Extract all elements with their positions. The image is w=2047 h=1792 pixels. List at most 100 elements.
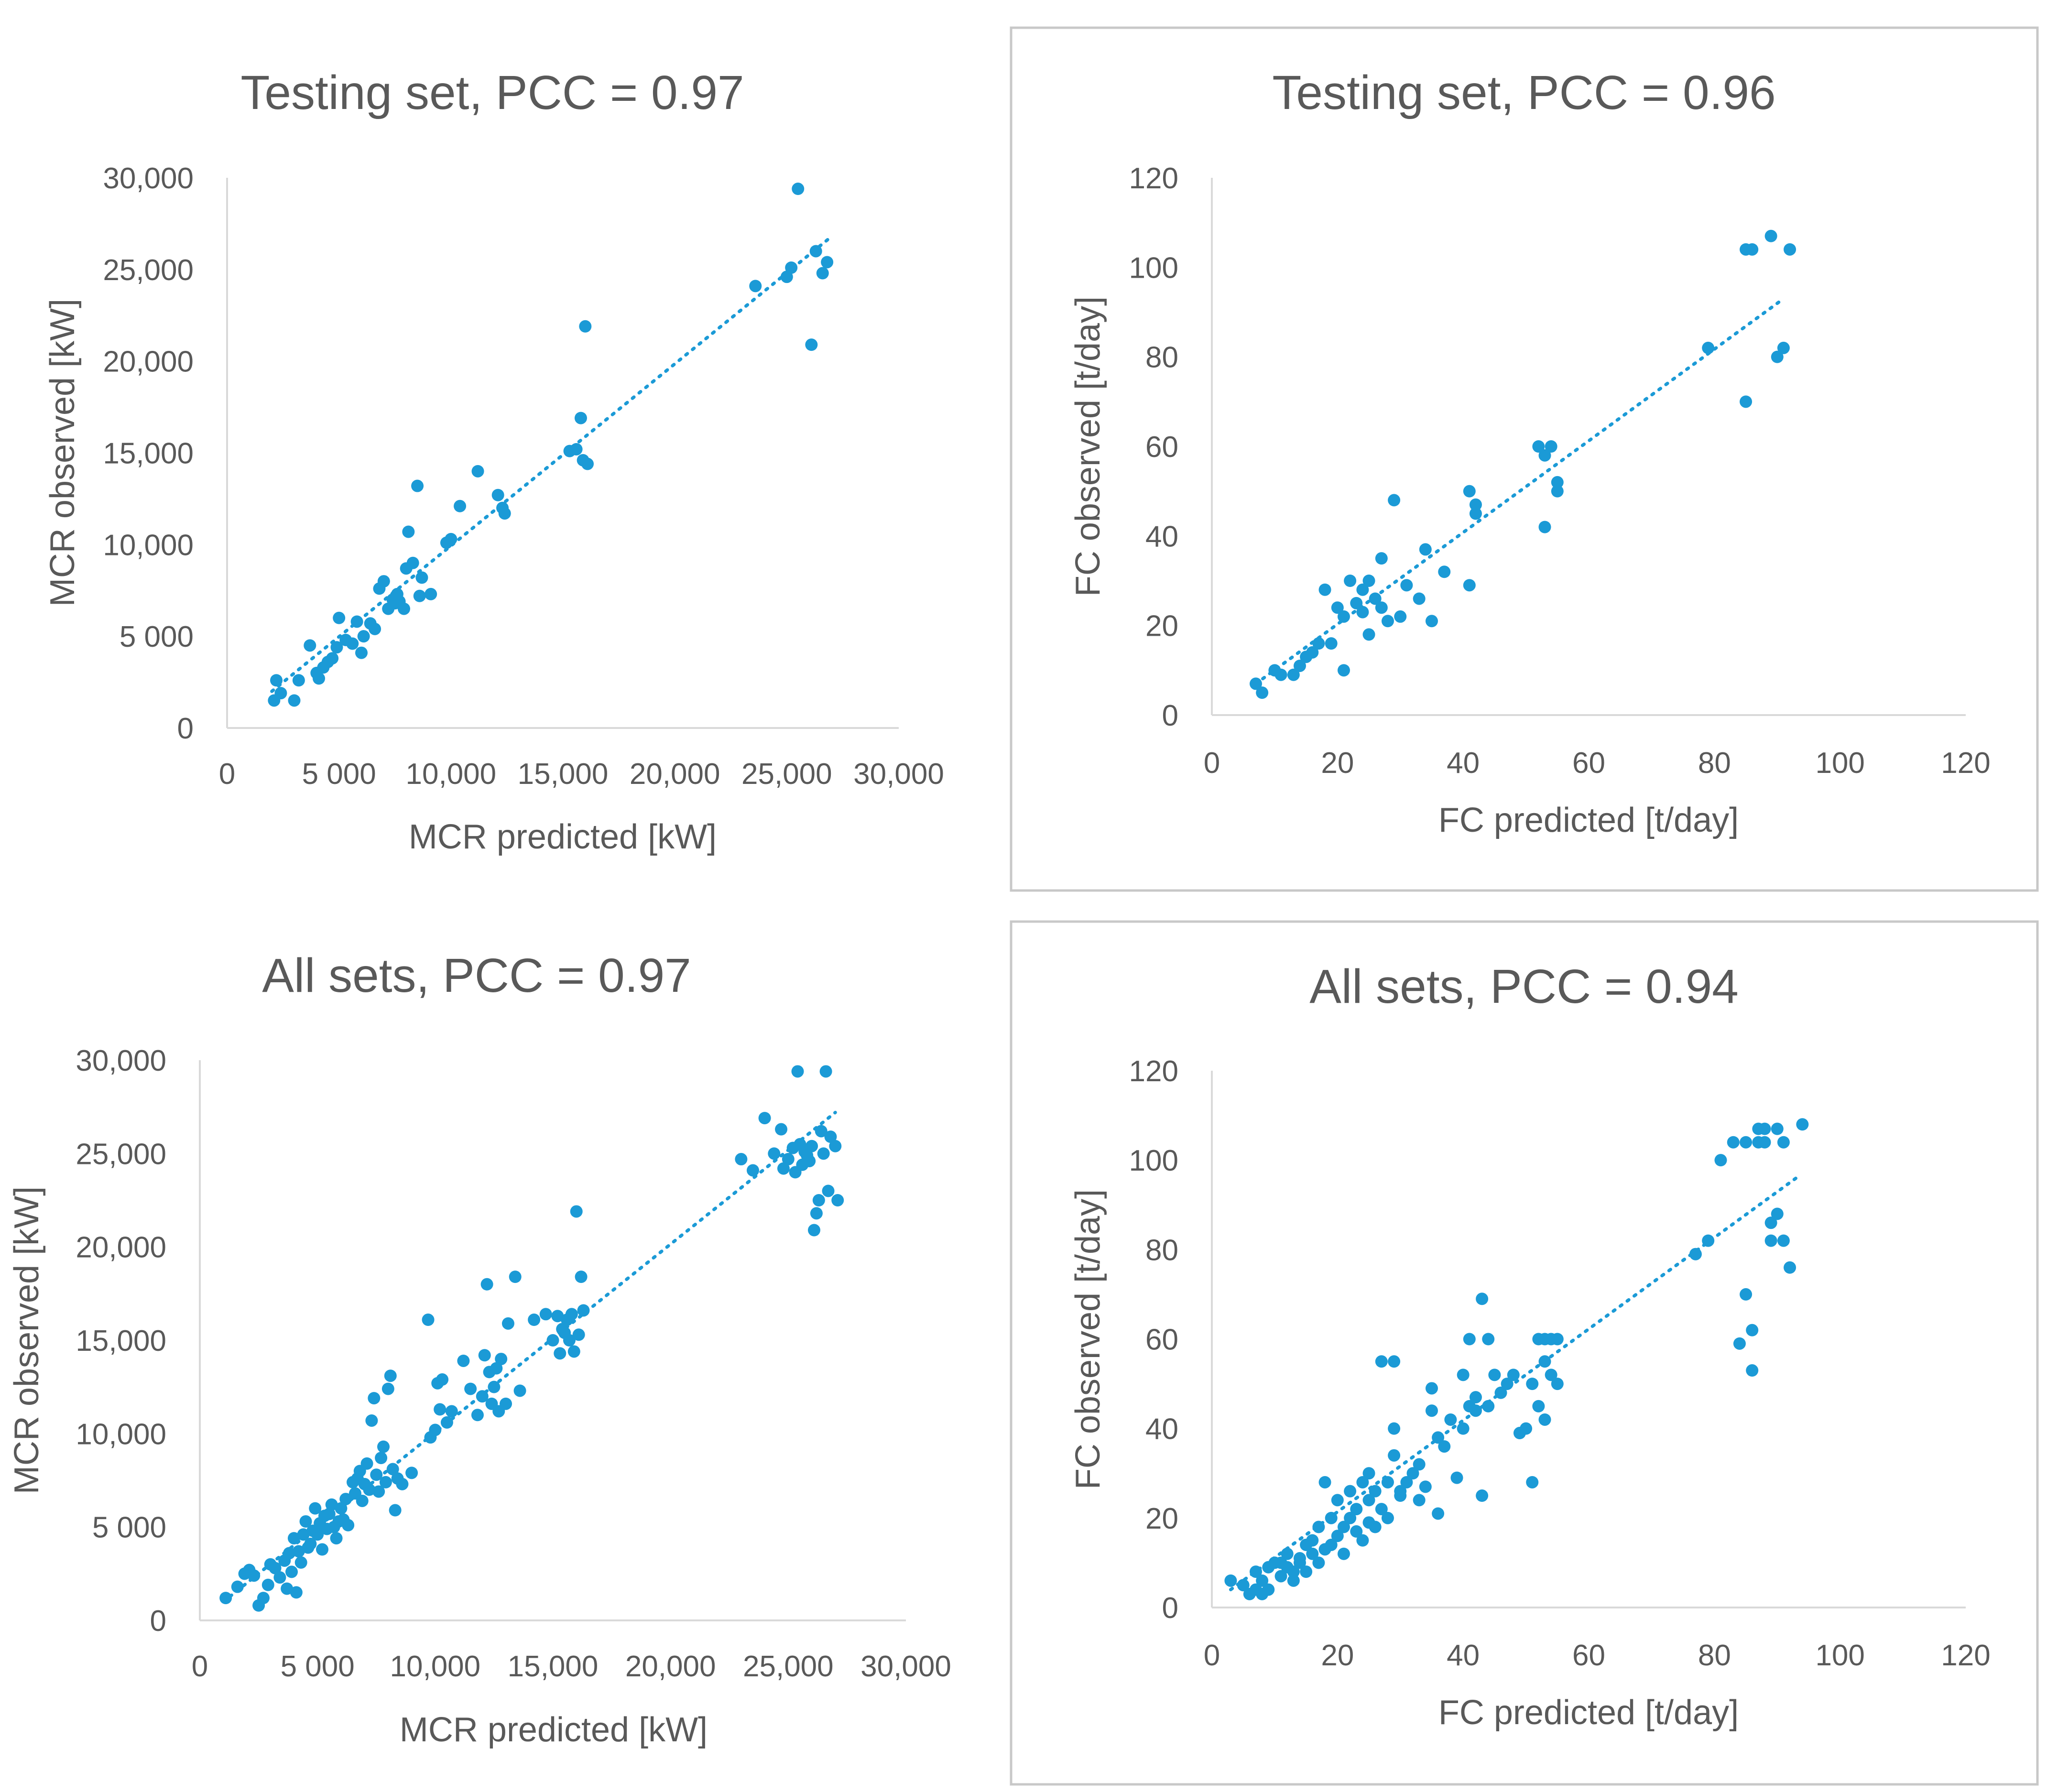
data-point [270,674,283,687]
x-tick-label: 40 [1447,747,1480,780]
data-point [1318,583,1331,596]
x-tick-label: 15,000 [508,1650,599,1683]
data-point [281,1582,294,1595]
data-point [1702,1234,1715,1247]
data-point [746,1164,759,1177]
data-point [551,1310,564,1323]
data-point [480,1278,493,1291]
data-point [1463,1333,1476,1346]
x-tick-label: 0 [219,758,235,791]
x-tick-label: 20 [1321,747,1354,780]
data-point [384,1369,397,1382]
data-point [1419,1480,1432,1493]
data-point [1274,1570,1287,1583]
data-point [316,1543,329,1556]
data-point [1463,579,1476,592]
data-point [333,611,346,624]
data-point [791,1065,804,1078]
data-point [1438,565,1451,578]
data-point [1538,449,1551,462]
data-point [1740,1136,1753,1149]
data-point [1482,1400,1495,1412]
data-point [1300,1565,1313,1578]
data-point [261,1578,274,1591]
data-point [1438,1440,1451,1453]
y-tick-label: 60 [1145,431,1178,464]
x-tick-label: 25,000 [743,1650,834,1683]
data-point [365,1414,378,1427]
x-tick-label: 0 [1204,747,1220,780]
data-point [1746,1364,1759,1377]
data-point [1784,1261,1797,1274]
data-point [1488,1368,1501,1381]
data-point [313,672,326,685]
data-point [1463,485,1476,498]
data-point [1758,1122,1771,1135]
data-point [1375,552,1388,565]
data-point [396,1477,409,1490]
x-axis-label: FC predicted [t/day] [1438,1694,1739,1732]
data-point [777,1162,790,1175]
data-point [749,280,762,293]
data-point [292,1545,305,1558]
data-point [567,1345,580,1358]
data-point [297,1528,310,1541]
data-point [780,271,793,283]
data-point [413,589,426,602]
data-point [1287,1565,1300,1578]
data-point [1469,1391,1482,1404]
data-point [1287,668,1300,681]
data-point [528,1314,541,1326]
x-tick-label: 0 [192,1650,208,1683]
data-point [1375,1503,1388,1516]
data-point [330,1532,343,1545]
data-point [554,1347,566,1360]
x-tick-label: 30,000 [860,1650,951,1683]
x-axis-label: FC predicted [t/day] [1438,801,1739,839]
data-point [1764,229,1777,242]
x-tick-label: 100 [1815,1639,1864,1672]
x-axis-label: MCR predicted [kW] [409,818,717,856]
data-point [1526,1378,1539,1390]
data-point [829,1140,842,1152]
data-point [1362,1467,1375,1480]
data-point [1551,485,1564,498]
data-point [1381,1476,1394,1488]
data-point [415,571,428,584]
data-point [816,267,829,280]
data-point [570,443,583,456]
data-point [1306,1534,1319,1547]
y-tick-label: 25,000 [103,254,194,287]
data-point [1476,1292,1489,1305]
data-point [815,1125,828,1138]
x-tick-label: 100 [1815,747,1864,780]
data-point [1425,1404,1438,1417]
data-point [288,694,301,707]
y-tick-label: 0 [1162,699,1178,732]
data-point [406,556,419,569]
data-point [824,1130,837,1143]
data-point [1425,615,1438,628]
data-point [1287,1574,1300,1587]
data-point [1344,575,1357,587]
data-point [1356,583,1369,596]
data-point [386,1463,399,1476]
data-point [1457,1422,1470,1435]
data-point [377,575,390,588]
x-tick-label: 20 [1321,1639,1354,1672]
data-point [1727,1136,1740,1149]
data-point [1796,1118,1809,1131]
data-point [411,479,424,492]
data-point [1702,341,1715,354]
y-tick-label: 80 [1145,341,1178,374]
data-point [304,639,316,652]
data-point [1764,1216,1777,1229]
data-point [1350,1525,1363,1538]
data-point [471,465,484,478]
data-point [1764,1234,1777,1247]
x-tick-label: 60 [1572,1639,1605,1672]
data-point [429,1423,442,1436]
data-point [1777,341,1790,354]
data-point [539,1308,552,1321]
data-point [579,320,592,333]
